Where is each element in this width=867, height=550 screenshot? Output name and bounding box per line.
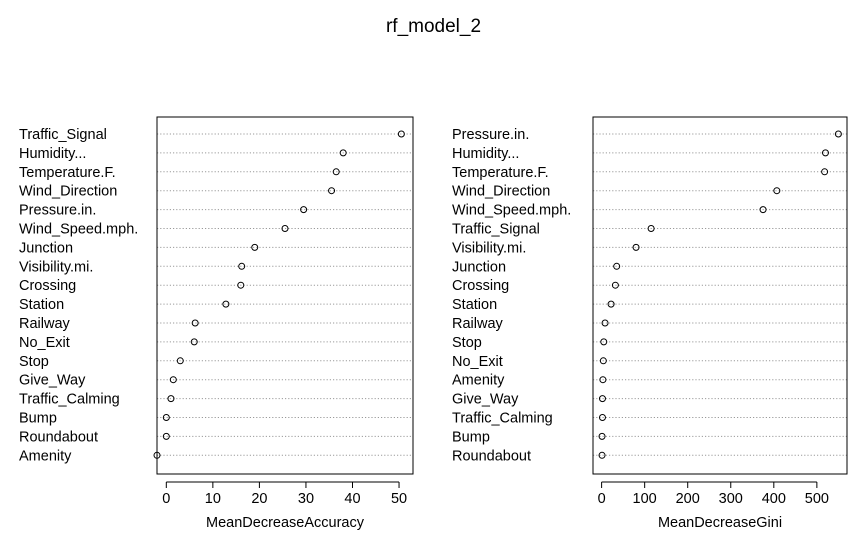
- chart-title: rf_model_2: [385, 16, 482, 37]
- data-point: [191, 319, 199, 327]
- data-point: [601, 319, 609, 327]
- data-point: [773, 187, 781, 195]
- panel-1: Traffic_Signal Humidity... Temperature.F. W…: [19, 116, 414, 531]
- data-point: [598, 395, 606, 403]
- category-label: Railway: [452, 316, 504, 332]
- category-label: Stop: [452, 335, 482, 351]
- data-point: [162, 414, 170, 421]
- data-point: [598, 432, 606, 440]
- category-label: No_Exit: [19, 335, 70, 351]
- category-label: Station: [452, 297, 497, 313]
- data-point: [238, 262, 246, 270]
- x-tick-label: 50: [391, 491, 407, 507]
- category-label: Wind_Speed.mph.: [452, 203, 571, 219]
- category-label: Traffic_Signal: [19, 127, 107, 143]
- data-point: [300, 206, 308, 214]
- category-label: No_Exit: [452, 354, 503, 370]
- data-point: [339, 149, 347, 157]
- data-point: [332, 168, 340, 176]
- category-label: Bump: [452, 429, 490, 445]
- category-label: Temperature.F.: [19, 165, 116, 181]
- x-tick-label: 30: [298, 491, 314, 507]
- x-tick-label: 400: [762, 491, 786, 507]
- data-point: [600, 338, 608, 346]
- panel-2: Pressure.in. Humidity... Temperature.F. Win…: [452, 116, 848, 531]
- data-point: [632, 243, 640, 251]
- category-label: Traffic_Calming: [19, 392, 120, 408]
- data-point: [598, 414, 606, 421]
- category-label: Crossing: [452, 278, 509, 294]
- data-point: [328, 187, 336, 195]
- category-label: Wind_Direction: [19, 184, 117, 200]
- data-point: [176, 357, 184, 365]
- data-point: [599, 376, 607, 384]
- category-label: Amenity: [19, 448, 72, 464]
- data-point: [834, 130, 842, 138]
- category-label: Stop: [19, 354, 49, 370]
- category-label: Traffic_Calming: [452, 411, 553, 427]
- x-tick-label: 0: [598, 491, 606, 507]
- plot-frame: [156, 116, 414, 475]
- category-label: Junction: [452, 259, 506, 275]
- data-point: [190, 338, 198, 346]
- x-tick-label: 100: [633, 491, 657, 507]
- data-point: [821, 168, 829, 176]
- category-label: Visibility.mi.: [452, 240, 526, 256]
- data-point: [397, 130, 405, 138]
- x-tick-label: 500: [805, 491, 829, 507]
- x-tick-label: 10: [205, 491, 221, 507]
- data-point: [647, 225, 655, 232]
- category-label: Roundabout: [452, 448, 531, 464]
- x-tick-label: 20: [251, 491, 267, 507]
- category-label: Humidity...: [19, 146, 86, 162]
- data-point: [598, 451, 606, 459]
- category-label: Amenity: [452, 373, 505, 389]
- category-label: Station: [19, 297, 64, 313]
- x-tick-label: 300: [719, 491, 743, 507]
- category-label: Pressure.in.: [452, 127, 529, 143]
- data-point: [759, 206, 767, 214]
- x-tick-label: 200: [676, 491, 700, 507]
- category-label: Wind_Speed.mph.: [19, 222, 138, 238]
- data-point: [237, 281, 245, 289]
- category-label: Visibility.mi.: [19, 259, 93, 275]
- category-label: Temperature.F.: [452, 165, 549, 181]
- category-label: Roundabout: [19, 429, 98, 445]
- x-axis-label: MeanDecreaseAccuracy: [206, 515, 365, 531]
- category-label: Humidity...: [452, 146, 519, 162]
- x-axis-label: MeanDecreaseGini: [658, 515, 782, 531]
- data-point: [281, 225, 289, 232]
- category-label: Pressure.in.: [19, 203, 96, 219]
- category-label: Wind_Direction: [452, 184, 550, 200]
- data-point: [607, 300, 615, 308]
- category-label: Railway: [19, 316, 71, 332]
- data-point: [251, 243, 259, 251]
- data-point: [162, 432, 170, 440]
- data-point: [167, 395, 175, 403]
- category-label: Give_Way: [19, 373, 86, 389]
- category-label: Junction: [19, 240, 73, 256]
- data-point: [169, 376, 177, 384]
- data-point: [611, 281, 619, 289]
- plot-frame: [592, 116, 848, 475]
- category-label: Crossing: [19, 278, 76, 294]
- category-label: Traffic_Signal: [452, 222, 540, 238]
- data-point: [613, 262, 621, 270]
- data-point: [222, 300, 230, 308]
- x-tick-label: 0: [162, 491, 170, 507]
- category-label: Bump: [19, 411, 57, 427]
- data-point: [821, 149, 829, 157]
- category-label: Give_Way: [452, 392, 519, 408]
- data-point: [599, 357, 607, 365]
- x-tick-label: 40: [344, 491, 360, 507]
